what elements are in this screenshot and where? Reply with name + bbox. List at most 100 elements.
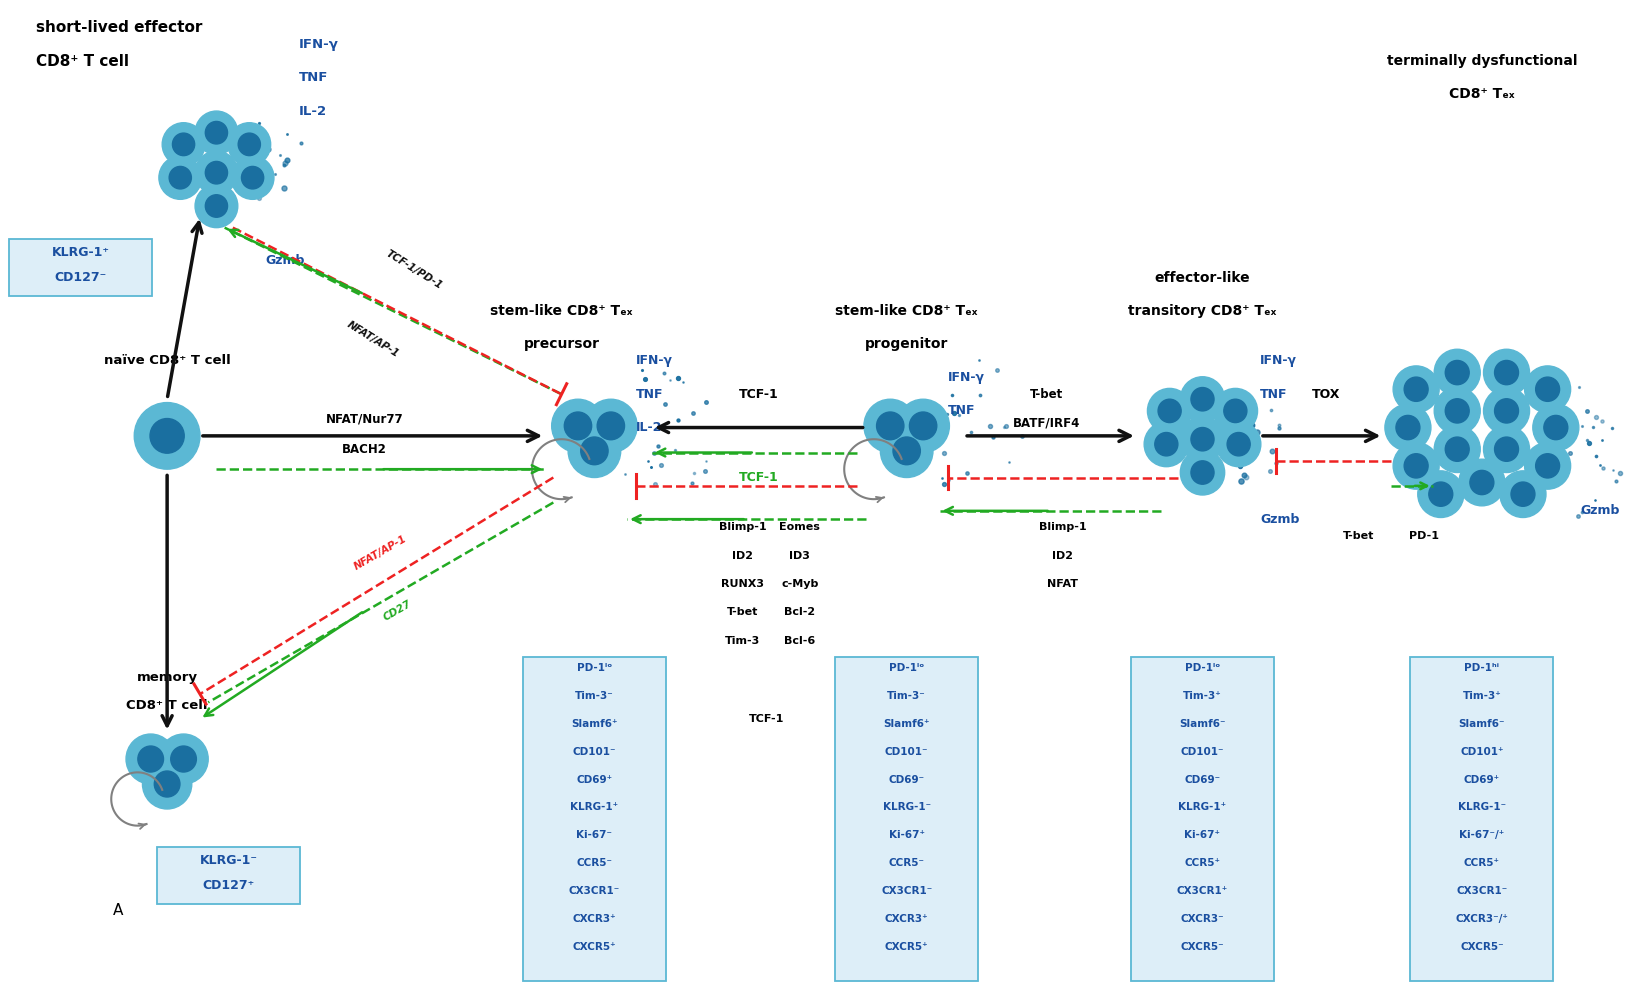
Circle shape xyxy=(564,412,592,440)
Text: CD8⁺ T cell: CD8⁺ T cell xyxy=(36,53,129,68)
Text: CXCR3⁺: CXCR3⁺ xyxy=(572,915,616,925)
Text: CXCR3⁻: CXCR3⁻ xyxy=(1180,915,1223,925)
Text: short-lived effector: short-lived effector xyxy=(36,20,203,35)
Text: PD-1ˡᵒ: PD-1ˡᵒ xyxy=(1185,662,1220,672)
Circle shape xyxy=(1393,366,1439,412)
Text: IFN-γ: IFN-γ xyxy=(298,38,338,51)
Text: Tim-3: Tim-3 xyxy=(723,636,760,646)
Text: CD101⁻: CD101⁻ xyxy=(1180,747,1223,757)
Text: B: B xyxy=(588,937,600,952)
Text: Slamf6⁺: Slamf6⁺ xyxy=(570,719,618,729)
Circle shape xyxy=(1147,388,1192,433)
Text: CD101⁻: CD101⁻ xyxy=(572,747,616,757)
Text: ID3: ID3 xyxy=(789,551,809,561)
Text: CCR5⁺: CCR5⁺ xyxy=(1463,858,1500,868)
Text: Ki-67⁺: Ki-67⁺ xyxy=(888,830,925,840)
Circle shape xyxy=(1534,377,1559,401)
Circle shape xyxy=(150,418,185,453)
Circle shape xyxy=(1157,399,1180,422)
Circle shape xyxy=(1500,471,1546,518)
Circle shape xyxy=(155,771,180,797)
Circle shape xyxy=(569,424,620,477)
Circle shape xyxy=(1417,471,1463,518)
Text: Ki-67⁻/⁺: Ki-67⁻/⁺ xyxy=(1458,830,1503,840)
Text: transitory CD8⁺ Tₑₓ: transitory CD8⁺ Tₑₓ xyxy=(1127,304,1276,318)
Circle shape xyxy=(1190,388,1213,411)
Circle shape xyxy=(583,399,636,452)
Text: CD127⁻: CD127⁻ xyxy=(54,271,107,284)
Text: memory: memory xyxy=(137,671,198,684)
FancyBboxPatch shape xyxy=(10,239,152,295)
Circle shape xyxy=(1493,399,1518,423)
Circle shape xyxy=(1216,422,1261,466)
Circle shape xyxy=(1180,450,1224,495)
Text: CXCR5⁻: CXCR5⁻ xyxy=(1180,943,1223,953)
Text: Gzmb: Gzmb xyxy=(265,254,305,267)
Circle shape xyxy=(1493,437,1518,461)
Circle shape xyxy=(1434,388,1480,434)
Text: IFN-γ: IFN-γ xyxy=(948,371,984,384)
Text: NFAT/Nur77: NFAT/Nur77 xyxy=(325,413,402,426)
Circle shape xyxy=(206,162,227,184)
Circle shape xyxy=(877,412,903,440)
Text: CD101⁻: CD101⁻ xyxy=(885,747,928,757)
Text: Blimp-1: Blimp-1 xyxy=(1038,523,1086,533)
Text: Slamf6⁺: Slamf6⁺ xyxy=(883,719,929,729)
Circle shape xyxy=(1393,442,1439,489)
Circle shape xyxy=(231,156,274,199)
Text: CX3CR1⁻: CX3CR1⁻ xyxy=(880,886,931,896)
Text: CD69⁻: CD69⁻ xyxy=(1183,775,1220,785)
Text: TCF-1: TCF-1 xyxy=(738,471,778,484)
Text: Slamf6⁻: Slamf6⁻ xyxy=(1458,719,1505,729)
Circle shape xyxy=(1434,350,1480,396)
Circle shape xyxy=(1483,388,1529,434)
Circle shape xyxy=(1468,470,1493,494)
Text: TNF: TNF xyxy=(298,71,328,84)
Text: CD101⁺: CD101⁺ xyxy=(1458,747,1503,757)
Circle shape xyxy=(1384,404,1430,451)
Text: IFN-γ: IFN-γ xyxy=(1259,355,1297,368)
Text: naïve CD8⁺ T cell: naïve CD8⁺ T cell xyxy=(104,355,231,368)
Circle shape xyxy=(158,734,208,784)
Text: c-Myb: c-Myb xyxy=(781,579,817,589)
Text: CD69⁻: CD69⁻ xyxy=(888,775,925,785)
Circle shape xyxy=(1510,482,1534,507)
Circle shape xyxy=(1226,432,1249,456)
Circle shape xyxy=(1524,366,1569,412)
Circle shape xyxy=(162,123,204,166)
Circle shape xyxy=(241,167,264,189)
Text: Tim-3⁺: Tim-3⁺ xyxy=(1182,690,1221,700)
Text: CD69⁺: CD69⁺ xyxy=(577,775,611,785)
Circle shape xyxy=(142,759,191,809)
Circle shape xyxy=(1154,432,1177,456)
Circle shape xyxy=(158,156,201,199)
Circle shape xyxy=(897,399,949,452)
Text: PD-1ʰⁱ: PD-1ʰⁱ xyxy=(1463,662,1498,672)
Circle shape xyxy=(597,412,625,440)
Circle shape xyxy=(194,184,237,228)
Text: RUNX3: RUNX3 xyxy=(720,579,763,589)
Circle shape xyxy=(1444,437,1468,461)
Circle shape xyxy=(864,399,916,452)
Text: TNF: TNF xyxy=(634,388,662,401)
Text: CCR5⁻: CCR5⁻ xyxy=(577,858,611,868)
Text: IL-2: IL-2 xyxy=(634,421,661,434)
Text: ID2: ID2 xyxy=(1051,551,1073,561)
Circle shape xyxy=(194,111,237,155)
FancyBboxPatch shape xyxy=(834,656,977,981)
Text: NFAT: NFAT xyxy=(1046,579,1078,589)
Text: KLRG-1⁻: KLRG-1⁻ xyxy=(199,854,257,867)
Text: NFAT/AP-1: NFAT/AP-1 xyxy=(353,534,409,572)
Circle shape xyxy=(125,734,175,784)
Circle shape xyxy=(173,133,194,156)
Circle shape xyxy=(170,167,191,189)
Circle shape xyxy=(133,403,199,469)
Text: D: D xyxy=(1196,937,1208,952)
Text: TNF: TNF xyxy=(1259,388,1287,401)
Text: stem-like CD8⁺ Tₑₓ: stem-like CD8⁺ Tₑₓ xyxy=(836,304,977,318)
Text: Tim-3⁻: Tim-3⁻ xyxy=(575,690,613,700)
Text: CXCR3⁻/⁺: CXCR3⁻/⁺ xyxy=(1455,915,1508,925)
Text: CXCR3⁺: CXCR3⁺ xyxy=(885,915,928,925)
Circle shape xyxy=(1534,453,1559,478)
Text: PD-1ˡᵒ: PD-1ˡᵒ xyxy=(577,662,611,672)
